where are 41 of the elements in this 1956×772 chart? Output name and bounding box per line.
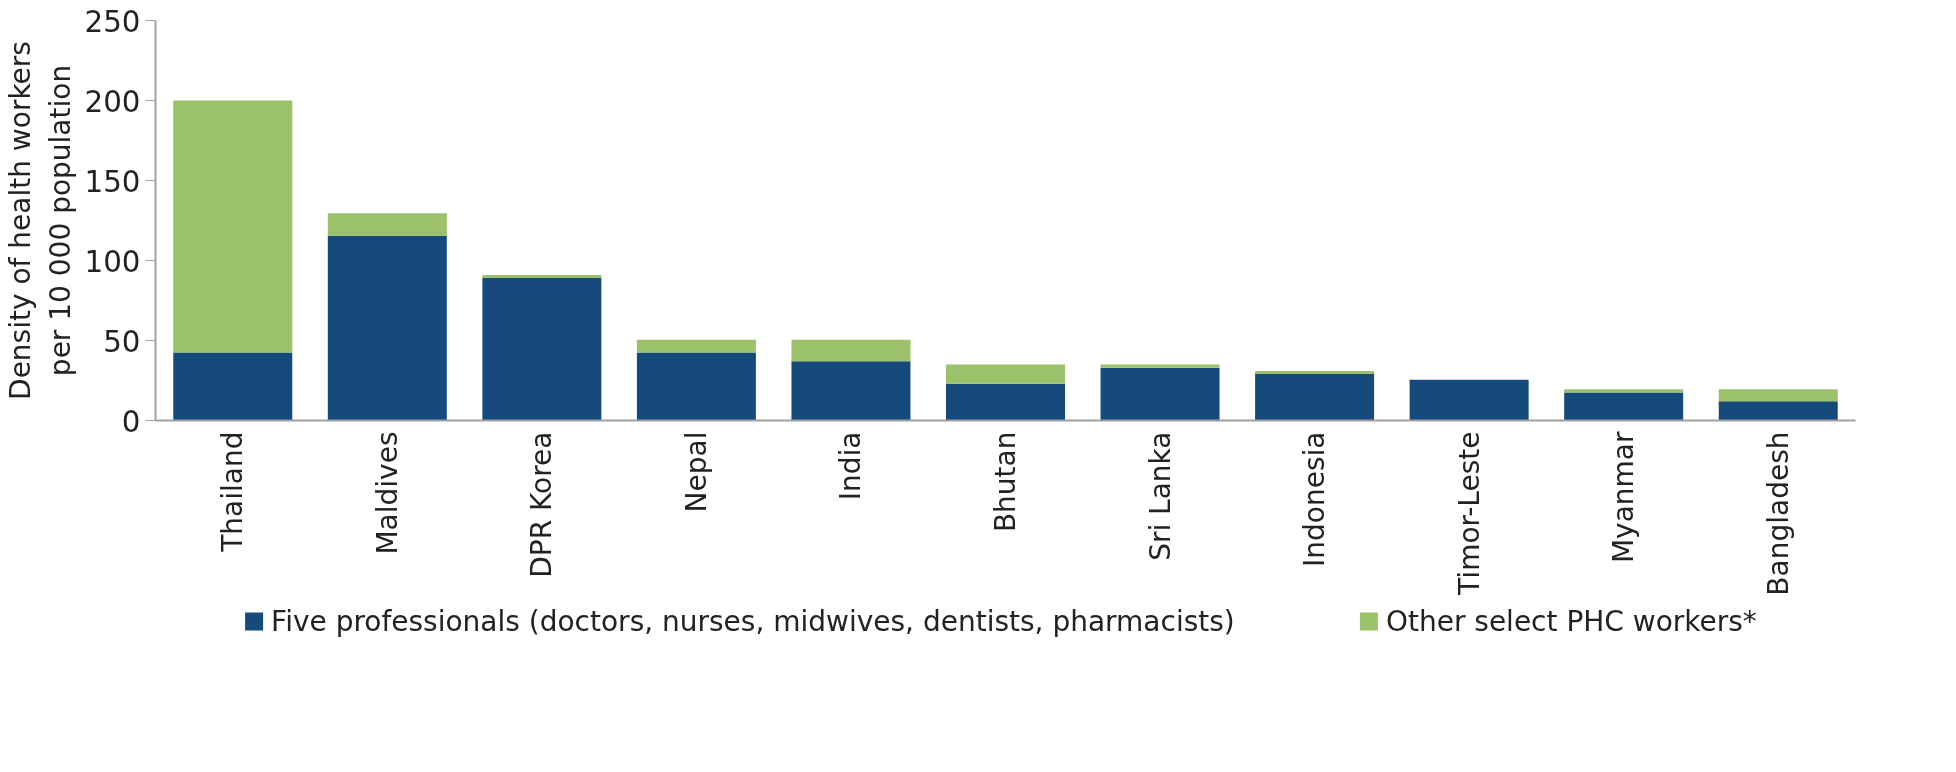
x-tick-label: Maldives xyxy=(370,431,404,555)
bar xyxy=(482,278,602,421)
x-tick-label: India xyxy=(834,431,868,501)
bar xyxy=(1564,389,1684,393)
bar xyxy=(1564,392,1684,421)
x-tick-label: Nepal xyxy=(679,431,713,513)
x-tick-label: Bhutan xyxy=(989,431,1022,533)
bar xyxy=(173,352,293,421)
bar xyxy=(327,213,447,236)
bar xyxy=(1255,370,1375,375)
y-tick-label: 150 xyxy=(84,164,141,199)
y-tick-label: 0 xyxy=(121,404,141,439)
bar xyxy=(791,339,911,362)
x-tick-label: Thailand xyxy=(216,431,250,553)
bar xyxy=(1100,367,1220,421)
bar xyxy=(636,339,756,353)
x-tick-label: Bangladesh xyxy=(1761,431,1795,596)
bar xyxy=(1718,389,1838,402)
bar xyxy=(791,361,911,421)
y-tick-label: 100 xyxy=(84,244,141,279)
y-axis-title: Density of health workers per 10 000 population xyxy=(3,41,77,400)
bar xyxy=(636,352,756,421)
bar xyxy=(1718,401,1838,421)
bar xyxy=(1255,374,1375,421)
bar xyxy=(482,274,602,279)
bar xyxy=(173,100,293,353)
bar xyxy=(327,235,447,421)
bar xyxy=(946,383,1065,421)
x-tick-label: DPR Korea xyxy=(525,431,559,578)
y-tick-label: 250 xyxy=(84,4,141,39)
y-tick-label: 50 xyxy=(103,324,141,359)
x-tick-label: Indonesia xyxy=(1298,431,1332,567)
x-tick-label: Sri Lanka xyxy=(1143,431,1177,561)
legend-label: Five professionals (doctors, nurses, midwives, dentists, pharmacists) xyxy=(271,605,1235,638)
y-tick-label: 200 xyxy=(84,84,141,119)
bar xyxy=(1409,379,1529,421)
bar xyxy=(946,364,1065,384)
x-tick-label: Myanmar xyxy=(1607,431,1641,564)
bar xyxy=(1100,364,1220,368)
legend-label: Other select PHC workers* xyxy=(1385,605,1757,638)
x-tick-label: Timor-Leste xyxy=(1452,431,1486,596)
